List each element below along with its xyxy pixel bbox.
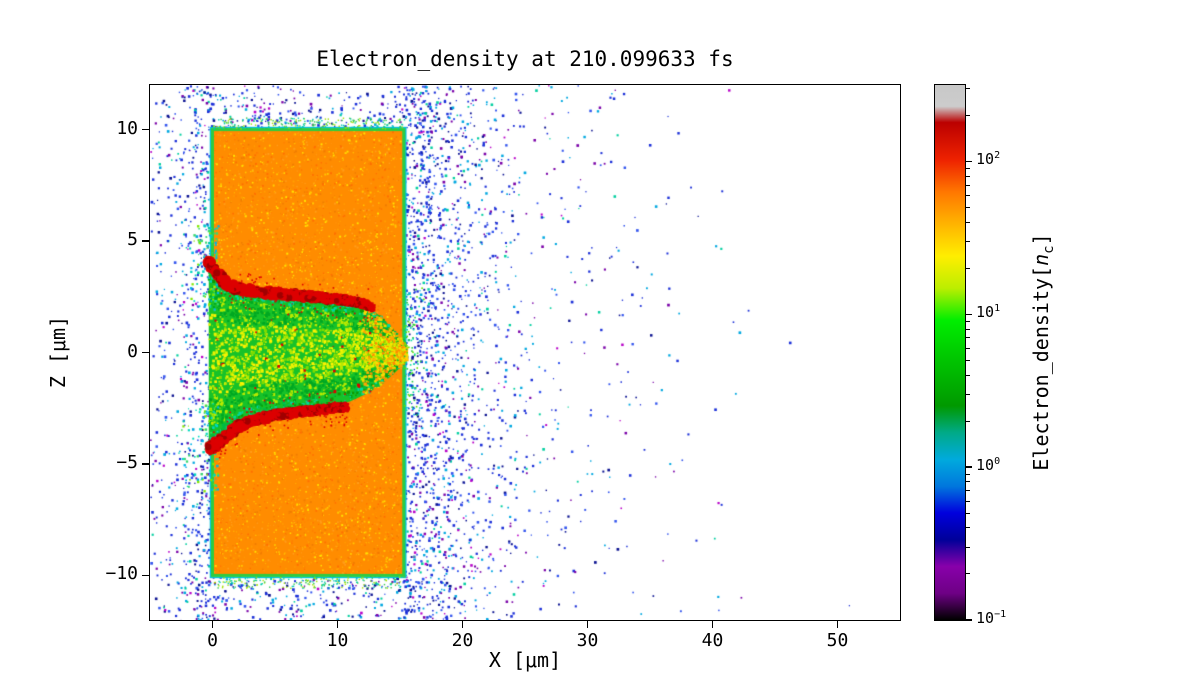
colorbar: [934, 84, 966, 621]
x-tick-label: 40: [701, 630, 724, 651]
colorbar-minor-tick: [966, 114, 970, 116]
colorbar-minor-tick: [966, 500, 970, 502]
x-tick-mark: [836, 621, 839, 628]
colorbar-label-close: ]: [1029, 233, 1053, 246]
colorbar-minor-tick: [966, 167, 970, 169]
y-tick-label: −5: [116, 451, 138, 473]
x-tick-mark: [711, 621, 714, 628]
y-axis-label: Z [μm]: [46, 315, 70, 389]
x-tick-label: 10: [326, 630, 349, 651]
colorbar-label-sub: c: [1041, 245, 1057, 254]
x-tick-label: 30: [576, 630, 599, 651]
colorbar-minor-tick: [966, 320, 970, 322]
colorbar-minor-tick: [966, 573, 970, 575]
colorbar-minor-tick: [966, 393, 970, 395]
y-tick-label: −10: [105, 563, 138, 585]
y-tick-label: 5: [127, 229, 138, 251]
y-tick-label: 10: [116, 117, 138, 139]
x-axis-label: X [μm]: [488, 648, 562, 672]
y-tick-mark: [142, 351, 149, 354]
heatmap-canvas: [150, 85, 900, 620]
colorbar-minor-tick: [966, 473, 970, 475]
colorbar-minor-tick: [966, 328, 970, 330]
x-tick-mark: [586, 621, 589, 628]
colorbar-minor-tick: [966, 240, 970, 242]
colorbar-minor-tick: [966, 87, 970, 89]
colorbar-minor-tick: [966, 490, 970, 492]
colorbar-tick-mark: [966, 466, 972, 468]
colorbar-minor-tick: [966, 206, 970, 208]
colorbar-tick-label: 100: [976, 456, 1001, 475]
y-tick-mark: [142, 240, 149, 242]
plot-title: Electron_density at 210.099633 fs: [316, 47, 734, 71]
colorbar-minor-tick: [966, 359, 970, 361]
colorbar-minor-tick: [966, 194, 970, 196]
colorbar-minor-tick: [966, 221, 970, 223]
colorbar-minor-tick: [966, 337, 970, 339]
colorbar-gradient: [935, 85, 965, 620]
colorbar-minor-tick: [966, 527, 970, 529]
colorbar-minor-tick: [966, 184, 970, 186]
x-tick-label: 50: [826, 630, 849, 651]
y-tick-mark: [142, 463, 149, 465]
plot-area: [149, 84, 901, 621]
colorbar-minor-tick: [966, 546, 970, 548]
colorbar-label-text: Electron_density[: [1029, 265, 1053, 471]
colorbar-tick-label: 10−1: [976, 609, 1007, 627]
colorbar-tick-mark: [966, 160, 972, 163]
colorbar-minor-tick: [966, 481, 970, 483]
x-tick-mark: [336, 621, 339, 628]
colorbar-tick-label: 101: [976, 303, 1001, 322]
colorbar-tick-mark: [966, 313, 972, 315]
colorbar-minor-tick: [966, 175, 970, 177]
colorbar-tick-label: 102: [976, 150, 1001, 169]
colorbar-minor-tick: [966, 374, 970, 376]
y-tick-label: 0: [127, 340, 138, 362]
y-tick-mark: [142, 128, 149, 131]
colorbar-label-var: n: [1029, 253, 1053, 266]
colorbar-minor-tick: [966, 512, 970, 514]
colorbar-label: Electron_density[nc]: [1029, 233, 1057, 470]
colorbar-minor-tick: [966, 267, 970, 269]
colorbar-tick-mark: [966, 619, 972, 621]
x-tick-mark: [211, 621, 214, 628]
x-tick-mark: [461, 621, 464, 628]
y-tick-mark: [142, 574, 149, 577]
x-tick-label: 20: [451, 630, 474, 651]
colorbar-minor-tick: [966, 420, 970, 422]
x-tick-label: 0: [207, 630, 218, 651]
colorbar-minor-tick: [966, 347, 970, 349]
